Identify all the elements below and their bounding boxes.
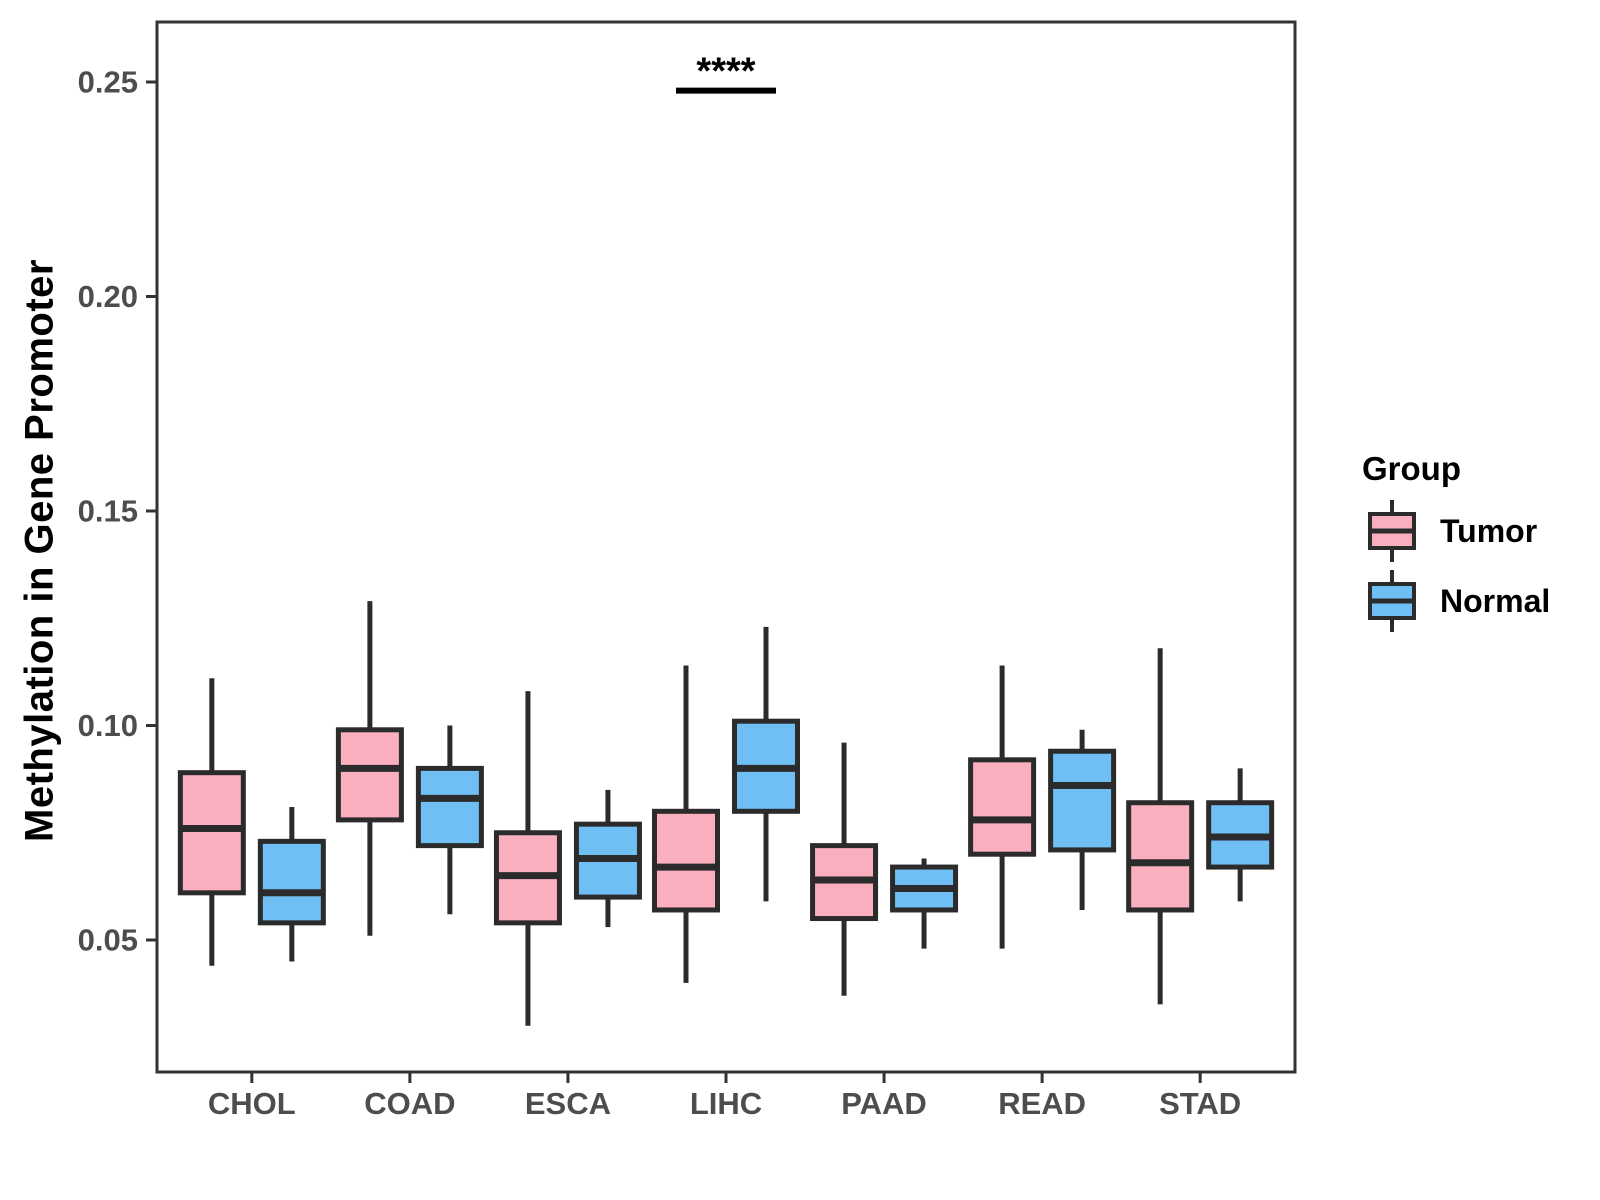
box-STAD-Tumor	[1126, 800, 1195, 913]
significance-stars: ****	[696, 51, 755, 93]
box-CHOL-Normal	[257, 838, 326, 926]
tumor-boxplot-key-icon	[1368, 500, 1416, 562]
box-COAD-Tumor	[335, 727, 404, 823]
legend-label-normal: Normal	[1440, 582, 1551, 619]
normal-boxplot-key-icon	[1368, 570, 1416, 632]
legend-item-normal: Normal	[1362, 566, 1550, 636]
x-tick-label-ESCA: ESCA	[525, 1086, 611, 1121]
box-READ-Tumor	[968, 757, 1037, 857]
y-tick-label: 0.15	[78, 494, 138, 529]
x-tick-label-COAD: COAD	[364, 1086, 455, 1121]
x-tick-label-CHOL: CHOL	[208, 1086, 296, 1121]
panel-border	[155, 20, 1297, 1074]
box-LIHC-Tumor	[652, 808, 720, 913]
x-tick-label-STAD: STAD	[1159, 1086, 1241, 1121]
box-READ-Normal	[1048, 748, 1117, 853]
box-CHOL-Tumor	[177, 770, 246, 896]
legend-title: Group	[1362, 450, 1461, 487]
box-COAD-Normal	[415, 765, 484, 849]
y-tick-label: 0.05	[78, 923, 138, 958]
y-tick-label: 0.10	[78, 708, 138, 743]
legend: Group Tumor Normal	[1362, 450, 1550, 636]
legend-label-tumor: Tumor	[1440, 512, 1538, 549]
y-axis-title: Methylation in Gene Promoter	[17, 259, 62, 842]
x-tick-label-PAAD: PAAD	[841, 1086, 927, 1121]
y-tick-label: 0.20	[78, 279, 138, 314]
legend-item-tumor: Tumor	[1362, 496, 1550, 566]
y-tick-label: 0.25	[78, 65, 138, 100]
x-tick-label-LIHC: LIHC	[690, 1086, 762, 1121]
x-tick-label-READ: READ	[998, 1086, 1086, 1121]
